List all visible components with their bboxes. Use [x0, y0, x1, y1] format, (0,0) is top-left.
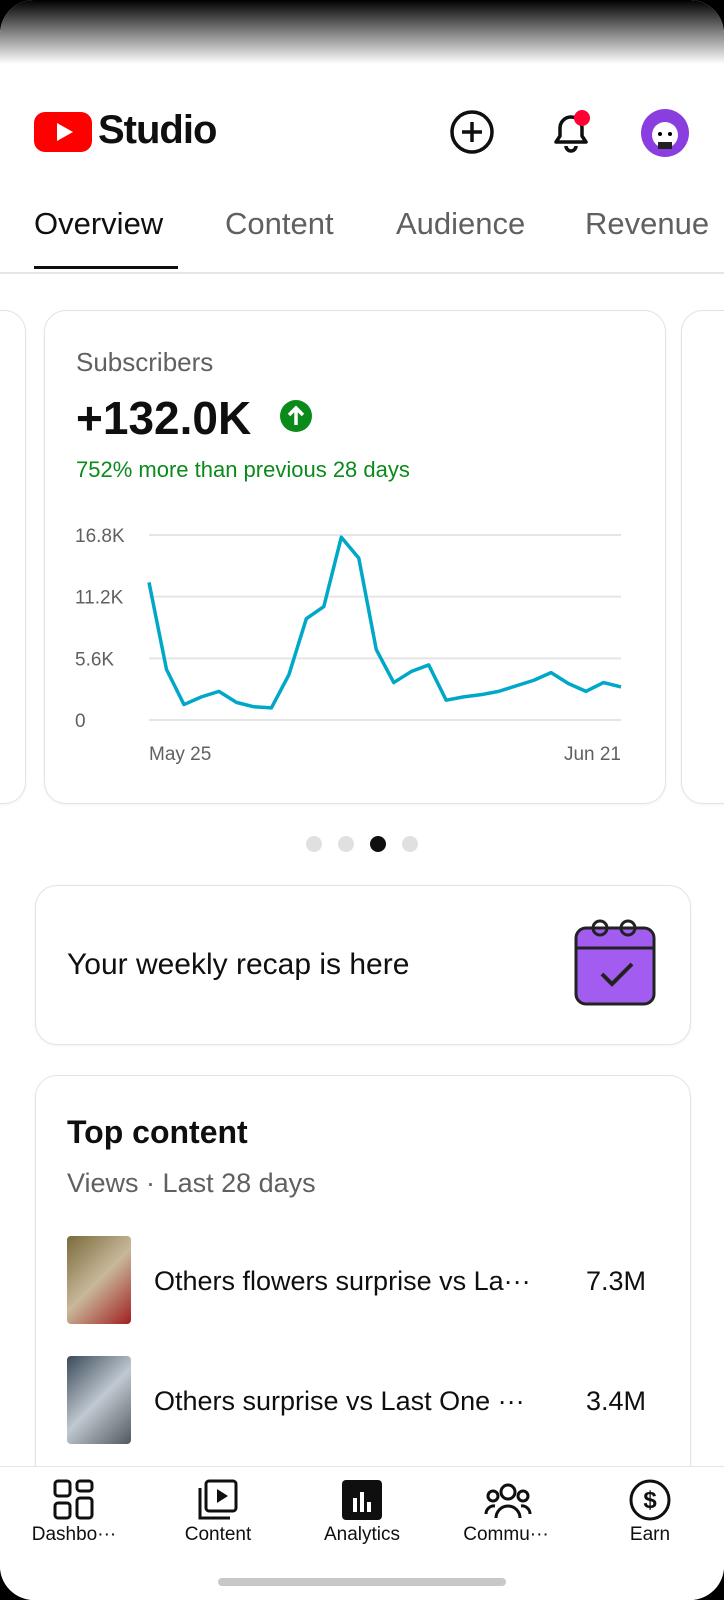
x-tick-label: May 25 — [149, 744, 211, 765]
y-tick-label: 0 — [75, 711, 86, 732]
dashboard-icon[interactable] — [52, 1478, 96, 1522]
metric: Views — [67, 1168, 139, 1198]
community-icon[interactable] — [484, 1478, 532, 1522]
video-title[interactable]: Others surprise vs Last One ··· — [154, 1386, 525, 1416]
nav-label[interactable]: Commu··· — [463, 1524, 549, 1545]
video-title[interactable]: Others flowers surprise vs La··· — [154, 1266, 531, 1296]
next-card[interactable] — [681, 310, 724, 804]
video-views: 3.4M — [585, 1386, 646, 1416]
change-text: 752% more than previous 28 days — [76, 457, 410, 482]
thumbnail[interactable] — [67, 1356, 131, 1444]
youtube-logo — [34, 112, 92, 152]
tab-divider — [0, 272, 724, 274]
total-value: +132.0K — [76, 392, 252, 444]
tab[interactable]: Audience — [396, 206, 526, 241]
video-views: 7.3M — [585, 1266, 646, 1296]
line — [147, 535, 622, 710]
content-icon[interactable] — [196, 1478, 240, 1522]
y-tick-label: 11.2K — [75, 588, 124, 609]
nav-label[interactable]: Dashbo··· — [31, 1524, 117, 1545]
previous-card[interactable] — [0, 310, 26, 804]
thumbnail[interactable] — [67, 1236, 131, 1324]
app-name: Studio — [98, 108, 217, 152]
y-tick-label: 16.8K — [75, 526, 125, 547]
chart: 0 5.6K 11.2K 16.8K May 25 Jun 21 — [75, 526, 622, 765]
analytics-icon[interactable] — [340, 1478, 384, 1522]
y-tick-label: 5.6K — [75, 649, 114, 670]
nav-label[interactable]: Earn — [629, 1524, 671, 1545]
tab[interactable]: Revenue — [585, 206, 710, 241]
section-subtitle: Views · Last 28 days — [67, 1168, 316, 1198]
carousel-dots — [306, 836, 418, 852]
home-indicator — [218, 1578, 506, 1586]
svg-text:$: $ — [643, 1487, 657, 1514]
up-arrow-icon — [280, 400, 312, 432]
subscribers-card[interactable]: Subscribers +132.0K 752% more than previ… — [44, 310, 666, 804]
section-title: Top content — [67, 1114, 248, 1150]
tab-indicator — [34, 266, 178, 269]
top-content-card: Top content Views · Last 28 days Others … — [35, 1075, 691, 1497]
notifications-button[interactable] — [546, 106, 596, 156]
status-bar — [0, 0, 724, 64]
recap-text: Your weekly recap is here — [67, 948, 410, 981]
card-title: Subscribers — [76, 347, 214, 377]
tab[interactable]: Content — [225, 206, 334, 241]
create-button[interactable] — [448, 108, 496, 156]
recap-card[interactable]: Your weekly recap is here — [35, 885, 691, 1045]
tab[interactable]: Overview — [34, 206, 164, 241]
account-avatar[interactable] — [640, 108, 690, 158]
nav-label[interactable]: Analytics — [323, 1524, 401, 1545]
x-tick-label: Jun 21 — [564, 744, 621, 765]
period: Last 28 days — [162, 1168, 316, 1198]
earn-icon[interactable]: $ — [628, 1478, 672, 1522]
calendar-icon — [574, 919, 656, 1006]
nav-label[interactable]: Content — [184, 1524, 252, 1545]
